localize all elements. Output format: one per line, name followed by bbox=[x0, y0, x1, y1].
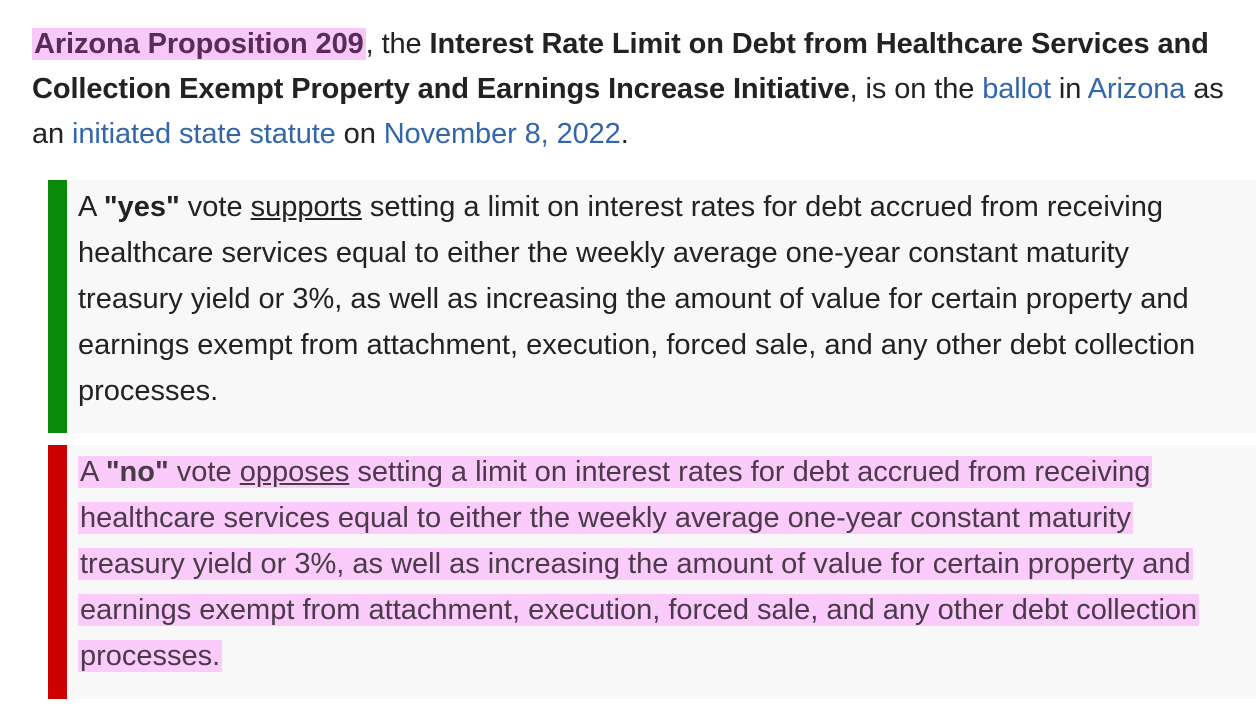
yes-vote-word: vote bbox=[179, 191, 251, 223]
yes-vote-box: A "yes" vote supports setting a limit on… bbox=[48, 180, 1256, 433]
election-date-link[interactable]: November 8, 2022 bbox=[383, 118, 621, 150]
yes-article: A bbox=[78, 191, 104, 223]
no-highlighted-text: A "no" vote opposes setting a limit on i… bbox=[78, 456, 1200, 672]
intro-text: , is on the bbox=[849, 73, 983, 105]
no-vote-description: A "no" vote opposes setting a limit on i… bbox=[48, 445, 1256, 679]
no-body-text: setting a limit on interest rates for de… bbox=[80, 456, 1198, 672]
yes-label: "yes" bbox=[103, 191, 180, 223]
initiative-name: Interest Rate Limit on Debt from Healthc… bbox=[32, 28, 1209, 105]
yes-color-bar bbox=[48, 180, 67, 433]
intro-text: in bbox=[1050, 73, 1088, 105]
ballot-link[interactable]: ballot bbox=[982, 73, 1051, 105]
supports-link[interactable]: supports bbox=[250, 191, 362, 223]
initiated-statute-link[interactable]: initiated state statute bbox=[72, 118, 336, 150]
no-color-bar bbox=[48, 445, 67, 699]
yes-vote-description: A "yes" vote supports setting a limit on… bbox=[48, 180, 1256, 414]
no-vote-box: A "no" vote opposes setting a limit on i… bbox=[48, 445, 1256, 699]
intro-text: . bbox=[620, 118, 629, 150]
intro-paragraph: Arizona Proposition 209, the Interest Ra… bbox=[32, 22, 1247, 157]
no-label: "no" bbox=[105, 456, 169, 488]
intro-text: as an bbox=[32, 73, 1224, 150]
proposition-title-highlight[interactable]: Arizona Proposition 209 bbox=[32, 28, 366, 60]
opposes-link[interactable]: opposes bbox=[239, 456, 350, 488]
arizona-link[interactable]: Arizona bbox=[1087, 73, 1186, 105]
intro-text: on bbox=[335, 118, 384, 150]
no-article: A bbox=[80, 456, 106, 488]
no-vote-word: vote bbox=[168, 456, 240, 488]
intro-text: , the bbox=[365, 28, 430, 60]
yes-body-text: setting a limit on interest rates for de… bbox=[78, 191, 1196, 407]
